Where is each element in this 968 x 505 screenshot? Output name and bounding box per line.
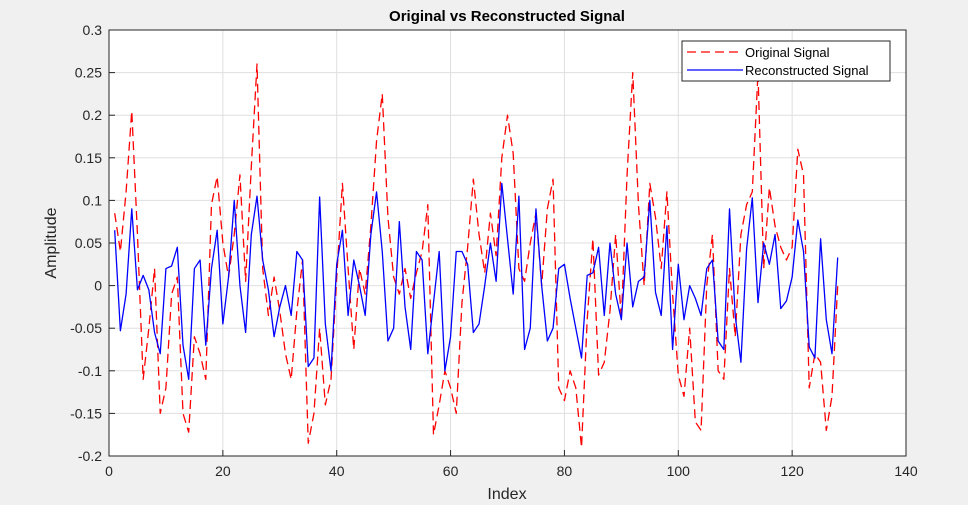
y-tick-label: 0.25: [75, 65, 102, 81]
x-tick-label: 120: [780, 463, 804, 479]
x-tick-label: 60: [443, 463, 459, 479]
y-tick-label: 0.15: [75, 150, 102, 166]
axis-ticks: 0 20 40 60 80 100 120 140 -0.2 -0.15 -0.1 -0.05 0 0.0…: [70, 22, 918, 479]
y-tick-label: 0.3: [83, 22, 103, 38]
y-axis-label: Amplitude: [43, 207, 60, 278]
chart-title: Original vs Reconstructed Signal: [389, 8, 625, 25]
x-tick-label: 0: [105, 463, 113, 479]
y-tick-label: -0.15: [70, 405, 102, 421]
y-tick-label: 0.2: [83, 107, 103, 123]
y-tick-label: 0: [94, 278, 102, 294]
x-tick-label: 20: [215, 463, 231, 479]
y-tick-label: -0.2: [78, 448, 102, 464]
x-tick-label: 140: [894, 463, 918, 479]
y-tick-label: -0.05: [70, 320, 102, 336]
legend-label-original: Original Signal: [745, 45, 830, 60]
x-tick-label: 100: [667, 463, 691, 479]
y-tick-label: 0.1: [83, 192, 103, 208]
series-layer: [114, 63, 839, 449]
legend-box: [681, 40, 891, 82]
x-tick-label: 80: [557, 463, 573, 479]
x-tick-label: 40: [329, 463, 345, 479]
y-tick-label: 0.05: [75, 235, 102, 251]
series-line-reconstructed-signal: [114, 182, 839, 380]
y-tick-label: -0.1: [78, 363, 102, 379]
legend-label-reconstructed: Reconstructed Signal: [745, 63, 869, 78]
x-axis-label: Index: [487, 486, 526, 503]
legend[interactable]: Original Signal Reconstructed Signal: [681, 40, 891, 82]
series-line-original-signal: [114, 63, 839, 449]
